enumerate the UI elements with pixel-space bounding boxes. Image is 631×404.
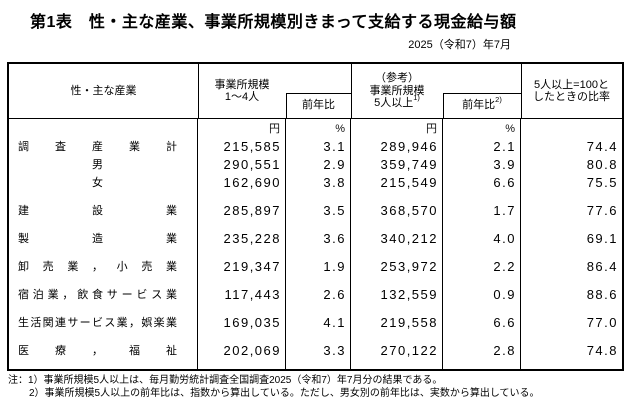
table-row-male: 男 290,551 2.9 359,749 3.9 80.8 (9, 156, 622, 174)
unit-row: 円 % 円 % (9, 119, 622, 138)
col-header-industry: 性・主な産業 (70, 84, 137, 97)
wage-table: 性・主な産業 事業所規模 1～4人 前年比 （参考） 事業所規模 5人以上1) … (7, 62, 624, 371)
table-row-wholesale-retail: 卸売業，小売業 219,347 1.9 253,972 2.2 86.4 (9, 253, 622, 281)
table-row-manufacturing: 製造業 235,228 3.6 340,212 4.0 69.1 (9, 225, 622, 253)
spacer-row (9, 192, 622, 197)
report-date: 2025（令和7）年7月 (408, 39, 511, 51)
header-divider-1 (198, 64, 199, 118)
table-row-lifestyle-entertainment: 生活関連サービス業，娯楽業 169,035 4.1 219,558 6.6 77… (9, 309, 622, 337)
note-mark-1: 1) (413, 93, 420, 103)
header-divider-4 (443, 93, 444, 118)
header-notch-2 (443, 93, 521, 94)
footnotes: 注：1）事業所規模5人以上は、毎月勤労統計調査全国調査2025（令和7）年7月分… (8, 374, 540, 400)
footnote-1: 注：1）事業所規模5人以上は、毎月勤労統計調査全国調査2025（令和7）年7月分… (8, 375, 443, 386)
col-header-size-1-4: 事業所規模 1～4人 (214, 78, 270, 104)
table-row-all-industries: 調査産業計 215,585 3.1 289,946 2.1 74.4 (9, 138, 622, 156)
unit-pct-2: % (443, 119, 521, 138)
page-title: 第1表 性・主な産業、事業所規模別きまって支給する現金給与額 (30, 14, 517, 31)
note-mark-2: 2) (495, 95, 502, 105)
unit-yen-1: 円 (198, 119, 286, 138)
filler-row (9, 365, 622, 369)
header-divider-5 (521, 64, 522, 118)
header-notch-1 (286, 93, 351, 94)
col-header-yoy-1-4: 前年比 (302, 99, 335, 112)
table-header: 性・主な産業 事業所規模 1～4人 前年比 （参考） 事業所規模 5人以上1) … (9, 64, 622, 119)
header-divider-3 (351, 64, 352, 118)
col-header-ratio: 5人以上=100と したときの比率 (533, 78, 610, 104)
col-header-yoy-5plus: 前年比2) (462, 95, 502, 112)
header-divider-2 (286, 93, 287, 118)
table-row-accommodation-food: 宿泊業，飲食サービス業 117,443 2.6 132,559 0.9 88.6 (9, 281, 622, 309)
table-row-construction: 建設業 285,897 3.5 368,570 1.7 77.6 (9, 197, 622, 225)
unit-pct-1: % (286, 119, 351, 138)
footnote-2: 2）事業所規模5人以上の前年比は、指数から算出している。ただし、男女別の前年比は… (29, 388, 540, 399)
table-row-medical-welfare: 医療，福祉 202,069 3.3 270,122 2.8 74.8 (9, 337, 622, 365)
col-header-size-5plus: （参考） 事業所規模 5人以上1) (369, 72, 425, 110)
table-body: 円 % 円 % 調査産業計 215,585 3.1 289,946 2.1 74… (9, 119, 622, 369)
table-row-female: 女 162,690 3.8 215,549 6.6 75.5 (9, 174, 622, 192)
unit-yen-2: 円 (351, 119, 443, 138)
